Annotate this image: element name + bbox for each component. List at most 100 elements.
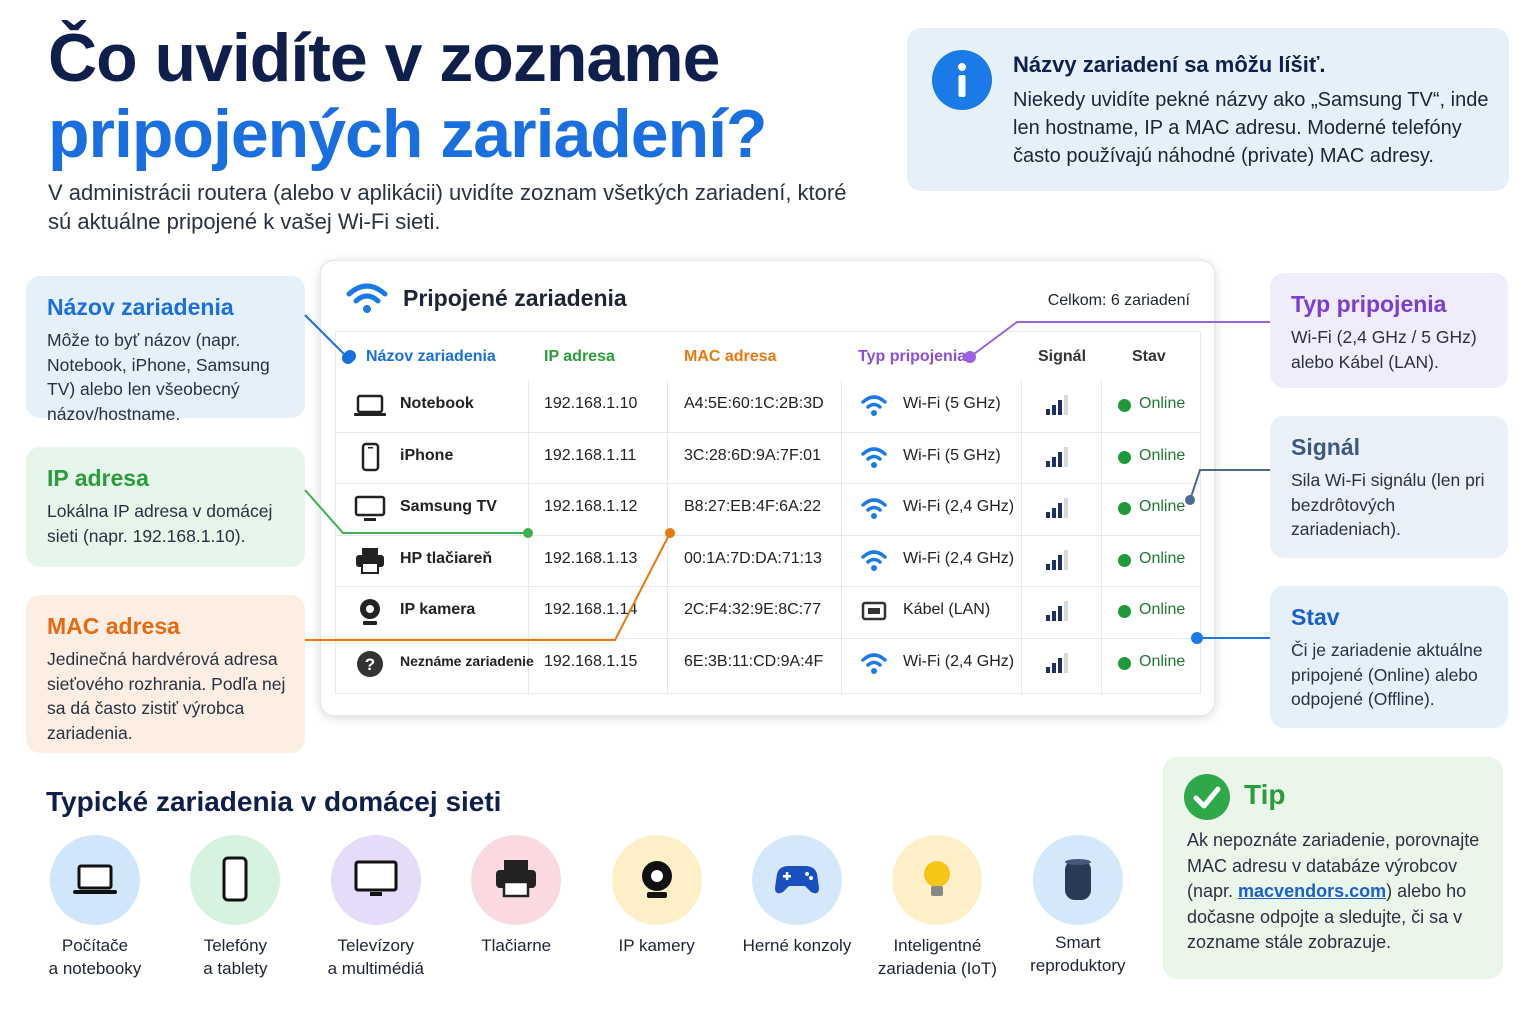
ip: 192.168.1.13 bbox=[544, 549, 638, 567]
signal-icon bbox=[1046, 601, 1068, 621]
callout-title: Typ pripojenia bbox=[1291, 291, 1447, 317]
device-type-label: Smart reproduktory bbox=[1008, 931, 1148, 977]
device-type-icon bbox=[775, 866, 819, 894]
column-header: Typ pripojenia bbox=[858, 348, 967, 365]
wifi-icon bbox=[346, 283, 388, 313]
device-icon bbox=[354, 442, 386, 477]
device-type-label: Inteligentné zariadenia (IoT) bbox=[867, 934, 1007, 980]
title: Čo uvidíte v zozname bbox=[48, 20, 720, 96]
conn-icon bbox=[861, 549, 887, 571]
info-box: Názvy zariadení sa môžu líšiť. Niekedy u… bbox=[907, 28, 1509, 191]
tip-text: ) alebo ho dočasne odpojte a sledujte, č… bbox=[1187, 881, 1467, 952]
callout-title: MAC adresa bbox=[47, 613, 180, 639]
status: Online bbox=[1139, 549, 1186, 567]
device-icon bbox=[354, 545, 386, 580]
column-header: Stav bbox=[1132, 348, 1166, 365]
tip-link[interactable]: macvendors.com bbox=[1238, 881, 1387, 901]
row-divider bbox=[336, 534, 1200, 536]
callout-text: Wi-Fi (2,4 GHz / 5 GHz) alebo Kábel (LAN… bbox=[1291, 327, 1477, 372]
device-type-icon bbox=[330, 835, 421, 925]
svg-text:?: ? bbox=[365, 655, 375, 674]
callout-text: Jedinečná hardvérová adresa sieťového ro… bbox=[47, 649, 286, 743]
row-divider bbox=[336, 637, 1200, 639]
status: Online bbox=[1139, 446, 1186, 464]
callout-text: Môže to byť názov (napr. Notebook, iPhon… bbox=[47, 330, 270, 424]
connection: Wi-Fi (2,4 GHz) bbox=[903, 498, 1015, 515]
callout-title: Stav bbox=[1291, 604, 1340, 630]
device-icon: ? bbox=[354, 648, 386, 683]
mac: 2C:F4:32:9E:8C:77 bbox=[684, 601, 821, 618]
conn-icon bbox=[860, 392, 888, 423]
status-dot bbox=[1118, 605, 1131, 618]
divider bbox=[528, 380, 529, 695]
device-icon bbox=[354, 495, 386, 521]
status-dot bbox=[1118, 502, 1131, 515]
label-line: Herné konzoly bbox=[742, 936, 852, 955]
conn-icon bbox=[860, 495, 888, 526]
divider bbox=[1101, 380, 1102, 695]
device-type-icon bbox=[1064, 859, 1091, 900]
check-icon bbox=[1184, 774, 1230, 820]
callout-text: Či je zariadenie aktuálne pripojené (Onl… bbox=[1291, 640, 1483, 709]
table-total: Celkom: 6 zariadení bbox=[1047, 292, 1190, 309]
conn-icon bbox=[861, 395, 887, 416]
column-header: MAC adresa bbox=[684, 348, 777, 365]
device-type-label: Počítače a notebooky bbox=[25, 934, 165, 980]
label-line: a multimédiá bbox=[327, 959, 424, 978]
label-line: IP kamery bbox=[618, 936, 695, 955]
device-icon bbox=[354, 390, 386, 425]
status-dot bbox=[1118, 553, 1131, 567]
status-dot bbox=[1118, 399, 1131, 412]
tip-box: Tip Ak nepoznáte zariadenie, porovnajte … bbox=[1163, 757, 1503, 979]
conn-icon bbox=[861, 601, 887, 621]
row-divider bbox=[336, 586, 1200, 587]
device-icon bbox=[360, 599, 380, 625]
typical-title: Typické zariadenia v domácej sieti bbox=[46, 786, 502, 817]
label-line: a notebooky bbox=[48, 959, 142, 978]
info-text: Niekedy uvidíte pekné názvy ako „Samsung… bbox=[1013, 89, 1489, 167]
mac: A4:5E:60:1C:2B:3D bbox=[684, 395, 824, 412]
table-title: Pripojené zariadenia bbox=[403, 285, 627, 311]
device-icon bbox=[354, 493, 386, 528]
device-icon bbox=[354, 394, 386, 416]
label-line: Smart bbox=[1055, 933, 1101, 952]
device-type-icon bbox=[471, 835, 562, 925]
table: Názov zariadenia IP adresa MAC adresa Typ p… bbox=[335, 331, 1201, 695]
connection: Kábel (LAN) bbox=[903, 601, 991, 618]
signal-icon bbox=[1044, 445, 1070, 474]
ip: 192.168.1.15 bbox=[544, 652, 638, 670]
device-name: Samsung TV bbox=[400, 498, 497, 515]
connection: Wi-Fi (5 GHz) bbox=[903, 395, 1001, 412]
ip: 192.168.1.11 bbox=[544, 446, 637, 464]
conn-icon bbox=[860, 444, 888, 475]
divider bbox=[841, 380, 842, 695]
signal-icon bbox=[1046, 498, 1068, 518]
callout: Typ pripojenia Wi-Fi (2,4 GHz / 5 GHz) al… bbox=[1270, 273, 1508, 388]
device-type-icon bbox=[752, 835, 842, 925]
device-name: HP tlačiareň bbox=[400, 549, 493, 567]
signal-icon bbox=[1046, 395, 1068, 415]
signal-icon bbox=[1044, 599, 1070, 628]
device-type-icon bbox=[190, 835, 281, 925]
device-type-icon bbox=[496, 860, 537, 898]
device-type-icon bbox=[354, 860, 398, 896]
signal-icon bbox=[1044, 393, 1070, 422]
device-icon bbox=[354, 596, 386, 631]
callout: Signál Sila Wi-Fi signálu (len pri bezdrô… bbox=[1270, 416, 1508, 558]
tip-text: Ak nepoznáte zariadenie, porovnajte MAC … bbox=[1187, 828, 1492, 956]
status-dot bbox=[1118, 450, 1131, 464]
label-line: zariadenia (IoT) bbox=[877, 959, 997, 978]
callout-title: Názov zariadenia bbox=[47, 294, 234, 320]
label-line: Televízory bbox=[337, 936, 415, 955]
device-type-icon bbox=[892, 835, 983, 925]
callout: Stav Či je zariadenie aktuálne pripojené … bbox=[1270, 586, 1508, 728]
callout: MAC adresa Jedinečná hardvérová adresa si… bbox=[26, 595, 305, 753]
device-type-icon bbox=[641, 861, 672, 898]
signal-icon bbox=[1046, 652, 1068, 673]
connection: Wi-Fi (5 GHz) bbox=[903, 446, 1001, 464]
label-line: Tlačiarne bbox=[481, 936, 552, 955]
connection: Wi-Fi (2,4 GHz) bbox=[903, 549, 1015, 567]
label-line: Počítače bbox=[61, 936, 129, 955]
device-type-label: Televízory a multimédiá bbox=[306, 934, 446, 980]
